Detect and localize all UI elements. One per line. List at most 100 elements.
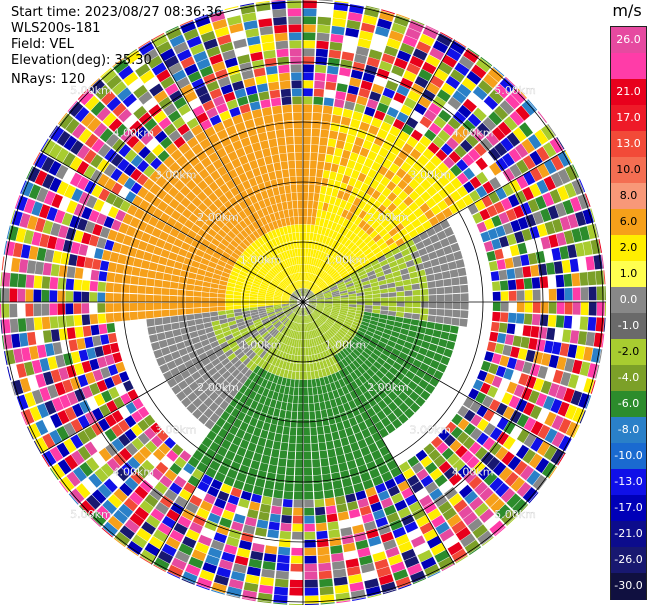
velocity-gate [294,281,298,290]
velocity-gate [333,180,342,190]
velocity-gate [346,374,354,383]
velocity-gate [292,293,299,299]
velocity-gate [265,354,272,363]
velocity-gate [365,226,375,236]
velocity-gate [307,208,313,217]
velocity-gate [563,387,575,403]
velocity-gate [163,242,173,252]
velocity-gate [283,251,289,260]
velocity-gate [106,96,122,112]
velocity-gate [230,571,246,582]
velocity-gate [318,393,325,403]
velocity-gate [262,243,269,252]
velocity-gate [310,427,317,436]
velocity-gate [161,302,170,310]
velocity-gate [601,254,605,269]
velocity-gate [25,274,35,288]
velocity-gate [508,312,517,323]
velocity-gate [396,306,405,312]
velocity-gate [331,552,344,562]
velocity-gate [522,266,532,278]
velocity-gate [438,338,448,348]
velocity-gate [232,563,247,574]
velocity-gate [208,353,218,362]
velocity-gate [329,314,338,319]
velocity-gate [279,271,286,279]
velocity-gate [178,469,191,482]
velocity-gate [96,106,111,122]
velocity-gate [344,239,352,248]
velocity-gate [180,197,191,208]
velocity-gate [257,10,272,20]
velocity-gate [356,302,365,305]
velocity-gate [279,450,288,459]
velocity-gate [189,494,203,507]
velocity-gate [320,334,326,343]
velocity-gate [238,274,247,280]
velocity-gate [340,395,348,405]
velocity-gate [153,310,162,318]
velocity-gate [479,487,494,502]
velocity-gate [107,262,117,273]
velocity-gate [161,455,174,468]
velocity-gate [70,434,84,449]
velocity-gate [372,309,381,314]
velocity-gate [217,490,230,502]
velocity-gate [317,161,325,170]
velocity-gate [521,228,533,242]
velocity-gate [282,426,290,435]
velocity-gate [265,303,274,306]
colorbar-segment [611,443,646,470]
velocity-gate [221,271,230,278]
velocity-gate [405,155,417,167]
velocity-gate [294,379,299,388]
velocity-gate [276,263,283,272]
velocity-gate [110,168,123,182]
velocity-gate [3,256,13,272]
velocity-gate [273,113,283,123]
velocity-gate [310,144,319,153]
velocity-gate [420,308,429,315]
velocity-gate [329,269,337,277]
velocity-gate [525,349,536,363]
velocity-gate [378,574,394,586]
velocity-gate [407,265,417,273]
velocity-gate [266,308,274,312]
velocity-gate [404,307,413,313]
velocity-gate [198,263,208,271]
velocity-gate [65,315,75,327]
velocity-gate [420,302,429,308]
velocity-gate [344,320,352,326]
velocity-gate [262,342,269,350]
velocity-gate [102,499,117,515]
velocity-gate [370,352,379,361]
velocity-gate [317,344,323,353]
velocity-gate [264,414,273,424]
velocity-gate [379,10,395,22]
velocity-gate [61,212,73,226]
velocity-gate [261,404,269,414]
velocity-gate [372,263,381,270]
velocity-gate [179,321,188,329]
velocity-gate [308,192,314,201]
velocity-gate [387,412,398,423]
velocity-gate [274,578,289,588]
velocity-gate [500,137,514,152]
velocity-gate [304,280,307,289]
velocity-gate [144,542,160,557]
velocity-gate [50,222,61,237]
velocity-gate [0,319,3,334]
velocity-gate [219,400,229,411]
velocity-gate [123,380,134,392]
velocity-gate [257,437,267,447]
velocity-gate [27,215,39,230]
velocity-gate [273,305,282,309]
velocity-gate [415,396,426,407]
velocity-gate [117,254,127,265]
velocity-gate [126,225,137,237]
velocity-gate [172,328,182,337]
velocity-gate [320,271,327,279]
velocity-gate [415,449,428,462]
velocity-gate [277,286,285,291]
velocity-gate [306,331,309,340]
